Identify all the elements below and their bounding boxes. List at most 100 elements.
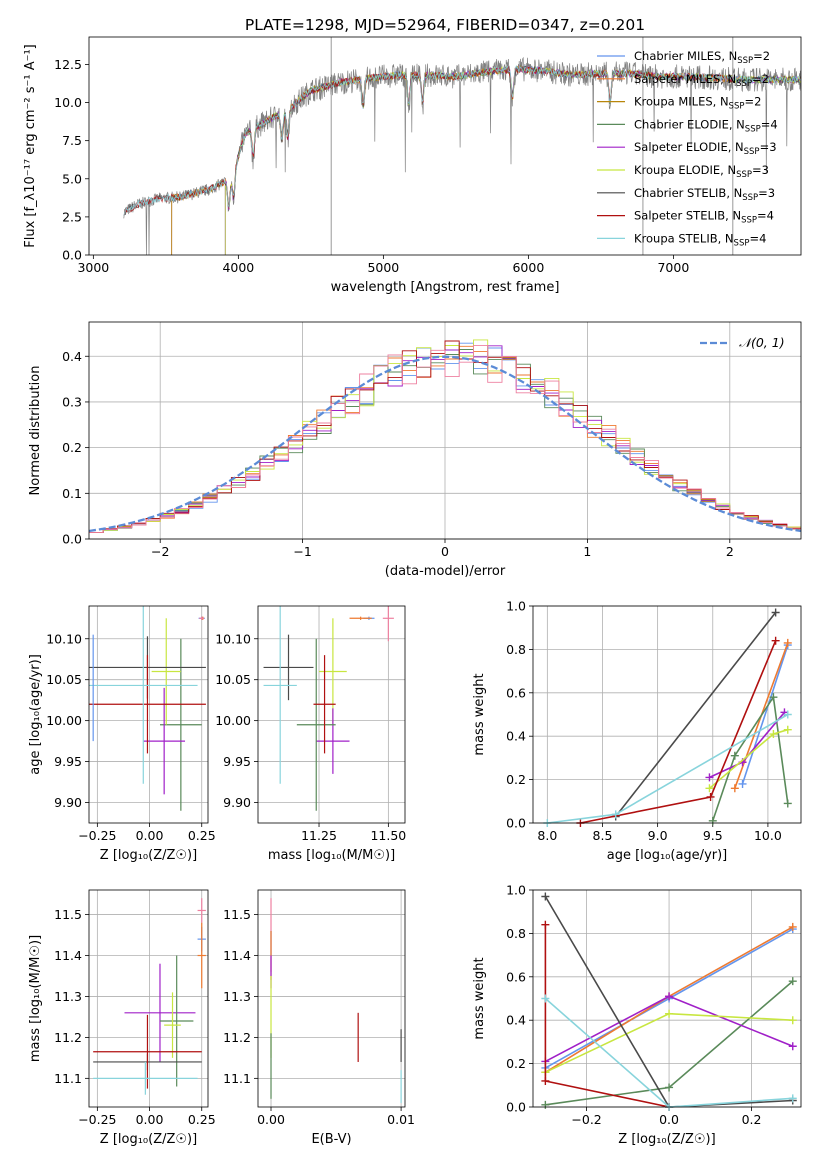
errorbar-point — [316, 708, 350, 774]
mass-vs-Z-frame — [88, 889, 209, 1108]
mass-weight-marker — [783, 638, 792, 647]
errorbar-point — [319, 618, 347, 725]
mass-weight-vs-age-chart: 8.0 8.5 9.0 9.5 10.0 0.0 0.2 0.4 0.6 0.8 1.0 age [l… — [472, 599, 802, 863]
mass-weight-marker — [705, 784, 714, 793]
y-tick-label: 10.05 — [46, 672, 82, 687]
mass-weight-marker — [541, 1100, 550, 1109]
y-tick-label: 10.10 — [46, 631, 82, 646]
y-tick-label: 0.8 — [506, 926, 526, 941]
legend-label: Salpeter STELIB, NSSP=4 — [634, 209, 774, 226]
mass-weight-marker — [783, 799, 792, 808]
y-tick-label: 0.2 — [506, 772, 526, 787]
spectrum-frame — [88, 36, 802, 256]
x-tick-label: −0.2 — [571, 1112, 601, 1127]
errorbar-point — [164, 992, 181, 1058]
mass-weight-line-salpeter-stelib — [544, 924, 670, 1108]
legend-label: Salpeter MILES, NSSP=2 — [634, 72, 769, 89]
y-tick-label: 9.95 — [223, 754, 251, 769]
mass-weight-vs-age-frame — [532, 605, 802, 824]
mass-vs-Z-grid — [89, 890, 208, 1107]
mass-weight-marker — [738, 779, 747, 788]
normal-curve — [89, 355, 801, 533]
mass-weight-marker — [730, 784, 739, 793]
legend-label: Kroupa MILES, NSSP=2 — [634, 95, 761, 112]
x-tick-label: 9.0 — [648, 828, 668, 843]
residuals-frame — [88, 321, 802, 540]
residual-histogram-salpeter-stelib — [89, 340, 801, 533]
y-tick-label: 2.5 — [62, 209, 82, 224]
mass-weight-marker — [665, 1009, 674, 1018]
y-tick-label: 9.90 — [223, 795, 251, 810]
x-tick-label: −0.25 — [78, 1112, 116, 1127]
mass-vs-EBV-marks — [270, 898, 402, 1103]
legend-label: Kroupa ELODIE, NSSP=3 — [634, 163, 769, 180]
mass-vs-EBV-chart: 0.00 0.01 11.1 11.2 11.3 11.4 11.5 E(B-V) — [223, 889, 415, 1147]
y-tick-label: 11.3 — [54, 989, 82, 1004]
mass-weight-marker — [788, 1016, 797, 1025]
y-tick-label: 0.2 — [62, 440, 82, 455]
age-vs-mass-grid — [258, 606, 405, 823]
mass-weight-marker — [611, 810, 620, 819]
y-tick-label: 11.5 — [54, 907, 82, 922]
mass-vs-Z-chart: −0.25 0.00 0.25 11.1 11.2 11.3 11.4 11.5 Z [log₁… — [28, 889, 216, 1147]
errorbar-point — [296, 638, 336, 811]
x-tick-label: 0.2 — [742, 1112, 762, 1127]
x-tick-label: 0.00 — [257, 1112, 285, 1127]
legend-label: Salpeter ELODIE, NSSP=3 — [634, 140, 777, 157]
y-tick-label: 7.5 — [62, 133, 82, 148]
age-vs-Z-ylabel: age [log₁₀(age/yr)] — [28, 654, 43, 775]
mass-weight-marker — [708, 816, 717, 825]
spectrum-ylabel: Flux [f_λ10⁻¹⁷ erg cm⁻² s⁻¹ A⁻¹] — [23, 44, 38, 248]
mass-weight-marker — [730, 751, 739, 760]
y-tick-label: 9.95 — [54, 754, 82, 769]
errorbar-point — [382, 606, 394, 642]
mass-weight-vs-age-ylabel: mass weight — [472, 673, 487, 755]
y-tick-label: 10.00 — [215, 713, 251, 728]
errorbar-point — [199, 616, 205, 620]
mass-vs-EBV-frame — [257, 889, 406, 1108]
mass-vs-Z-marks — [93, 898, 206, 1095]
mass-vs-Z-ylabel: mass [log₁₀(M/M☉)] — [28, 935, 43, 1062]
residuals-ylabel: Normed distribution — [28, 366, 43, 496]
mass-weight-marker — [788, 1042, 797, 1051]
mass-vs-Z-xlabel: Z [log₁₀(Z/Z☉)] — [100, 1132, 197, 1147]
age-vs-mass-frame — [257, 605, 406, 824]
mass-weight-marker — [705, 773, 714, 782]
mass-vs-EBV-xlabel: E(B-V) — [311, 1132, 351, 1147]
mass-weight-marker — [771, 608, 780, 617]
mass-weight-vs-Z-chart: −0.2 0.0 0.2 0.0 0.2 0.4 0.6 0.8 1.0 Z [log₁₀(Z/Z… — [472, 883, 802, 1147]
age-vs-Z-xlabel: Z [log₁₀(Z/Z☉)] — [100, 848, 197, 863]
mass-weight-marker — [788, 1094, 797, 1103]
errorbar-point — [93, 1061, 198, 1095]
figure-title: PLATE=1298, MJD=52964, FIBERID=0347, z=0… — [245, 16, 645, 34]
y-tick-label: 5.0 — [62, 171, 82, 186]
y-tick-label: 0.4 — [506, 1013, 526, 1028]
x-tick-label: 6000 — [512, 260, 544, 275]
errorbar-point — [313, 655, 336, 754]
y-tick-label: 0.4 — [506, 729, 526, 744]
mass-weight-marker — [541, 994, 550, 1003]
errorbar-point — [89, 606, 198, 784]
legend-label: 𝒩(0, 1) — [739, 335, 785, 350]
x-tick-label: 8.5 — [593, 828, 613, 843]
mass-weight-marker — [541, 920, 550, 929]
x-tick-label: 9.5 — [703, 828, 723, 843]
x-tick-label: 5000 — [367, 260, 399, 275]
mass-weight-marker — [665, 1083, 674, 1092]
mass-weight-marker — [771, 636, 780, 645]
y-tick-label: 0.6 — [506, 685, 526, 700]
x-tick-label: 8.0 — [537, 828, 557, 843]
mass-vs-EBV-grid — [258, 890, 405, 1107]
x-tick-label: 0.00 — [136, 828, 164, 843]
spectrum-legend: Chabrier MILES, NSSP=2 Salpeter MILES, NS… — [597, 49, 778, 248]
mass-weight-marker — [783, 725, 792, 734]
age-vs-mass-chart: 11.25 11.50 9.90 9.95 10.00 10.05 10.10 mass [l… — [215, 605, 406, 863]
age-vs-mass-marks — [263, 606, 394, 811]
x-tick-label: −0.25 — [78, 828, 116, 843]
errorbar-point — [263, 634, 314, 701]
spectrum-marks — [123, 37, 801, 255]
mass-weight-marker — [788, 922, 797, 931]
spectrum-chart: 3000 4000 5000 6000 7000 0.0 2.5 5.0 7.5 10.0 12.5… — [23, 36, 802, 295]
errorbar-point — [159, 955, 194, 1087]
